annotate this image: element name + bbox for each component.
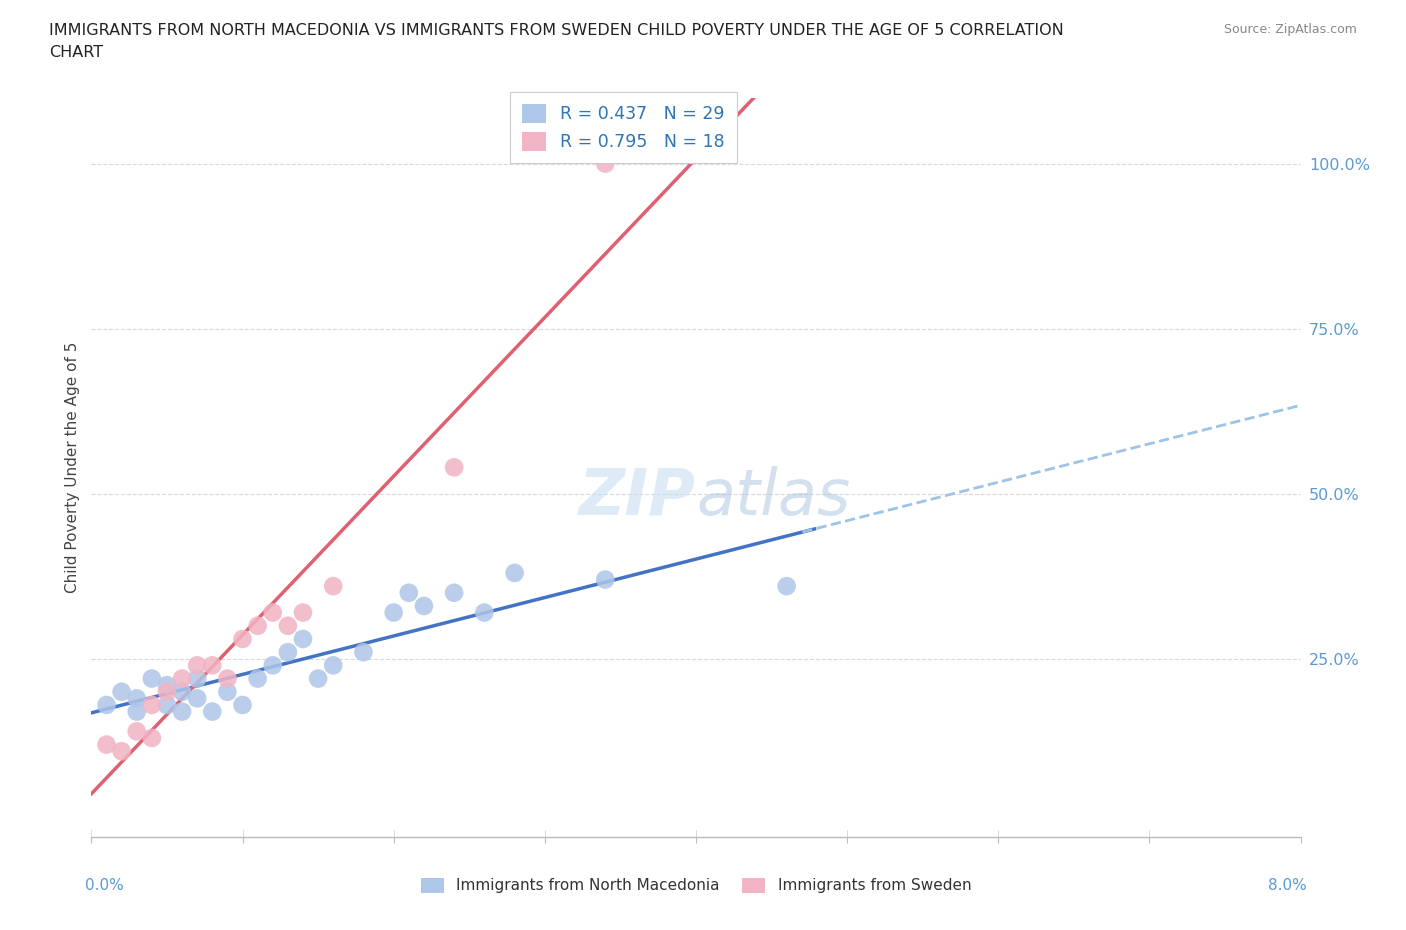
Point — [776, 578, 799, 593]
Point — [472, 605, 495, 620]
Point — [217, 684, 239, 699]
Point — [96, 698, 118, 712]
Point — [172, 684, 194, 699]
Point — [231, 698, 253, 712]
Point — [277, 618, 299, 633]
Point — [141, 698, 163, 712]
Point — [246, 618, 269, 633]
Point — [443, 460, 465, 474]
Text: atlas: atlas — [696, 466, 851, 528]
Point — [186, 691, 208, 706]
Text: 0.0%: 0.0% — [86, 878, 124, 893]
Point — [262, 605, 284, 620]
Point — [595, 156, 617, 171]
Point — [125, 704, 148, 719]
Point — [156, 684, 179, 699]
Point — [382, 605, 405, 620]
Point — [246, 671, 269, 686]
Text: IMMIGRANTS FROM NORTH MACEDONIA VS IMMIGRANTS FROM SWEDEN CHILD POVERTY UNDER TH: IMMIGRANTS FROM NORTH MACEDONIA VS IMMIG… — [49, 23, 1064, 38]
Point — [292, 631, 315, 646]
Point — [186, 658, 208, 672]
Point — [201, 704, 224, 719]
Point — [322, 578, 344, 593]
Point — [186, 671, 208, 686]
Point — [141, 671, 163, 686]
Text: ZIP: ZIP — [579, 466, 696, 528]
Point — [172, 704, 194, 719]
Point — [413, 599, 436, 614]
Point — [125, 724, 148, 738]
Y-axis label: Child Poverty Under the Age of 5: Child Poverty Under the Age of 5 — [65, 341, 80, 593]
Point — [125, 691, 148, 706]
Point — [292, 605, 315, 620]
Text: 8.0%: 8.0% — [1268, 878, 1306, 893]
Point — [111, 744, 132, 759]
Legend: Immigrants from North Macedonia, Immigrants from Sweden: Immigrants from North Macedonia, Immigra… — [415, 871, 977, 899]
Point — [156, 678, 179, 693]
Point — [141, 731, 163, 746]
Point — [111, 684, 132, 699]
Point — [231, 631, 253, 646]
Point — [217, 671, 239, 686]
Point — [595, 572, 617, 587]
Point — [352, 644, 374, 659]
Point — [307, 671, 329, 686]
Point — [172, 671, 194, 686]
Point — [322, 658, 344, 672]
Text: Source: ZipAtlas.com: Source: ZipAtlas.com — [1223, 23, 1357, 36]
Point — [443, 585, 465, 600]
Point — [96, 737, 118, 752]
Point — [277, 644, 299, 659]
Point — [201, 658, 224, 672]
Point — [156, 698, 179, 712]
Point — [262, 658, 284, 672]
Text: CHART: CHART — [49, 45, 103, 60]
Point — [398, 585, 420, 600]
Point — [503, 565, 526, 580]
